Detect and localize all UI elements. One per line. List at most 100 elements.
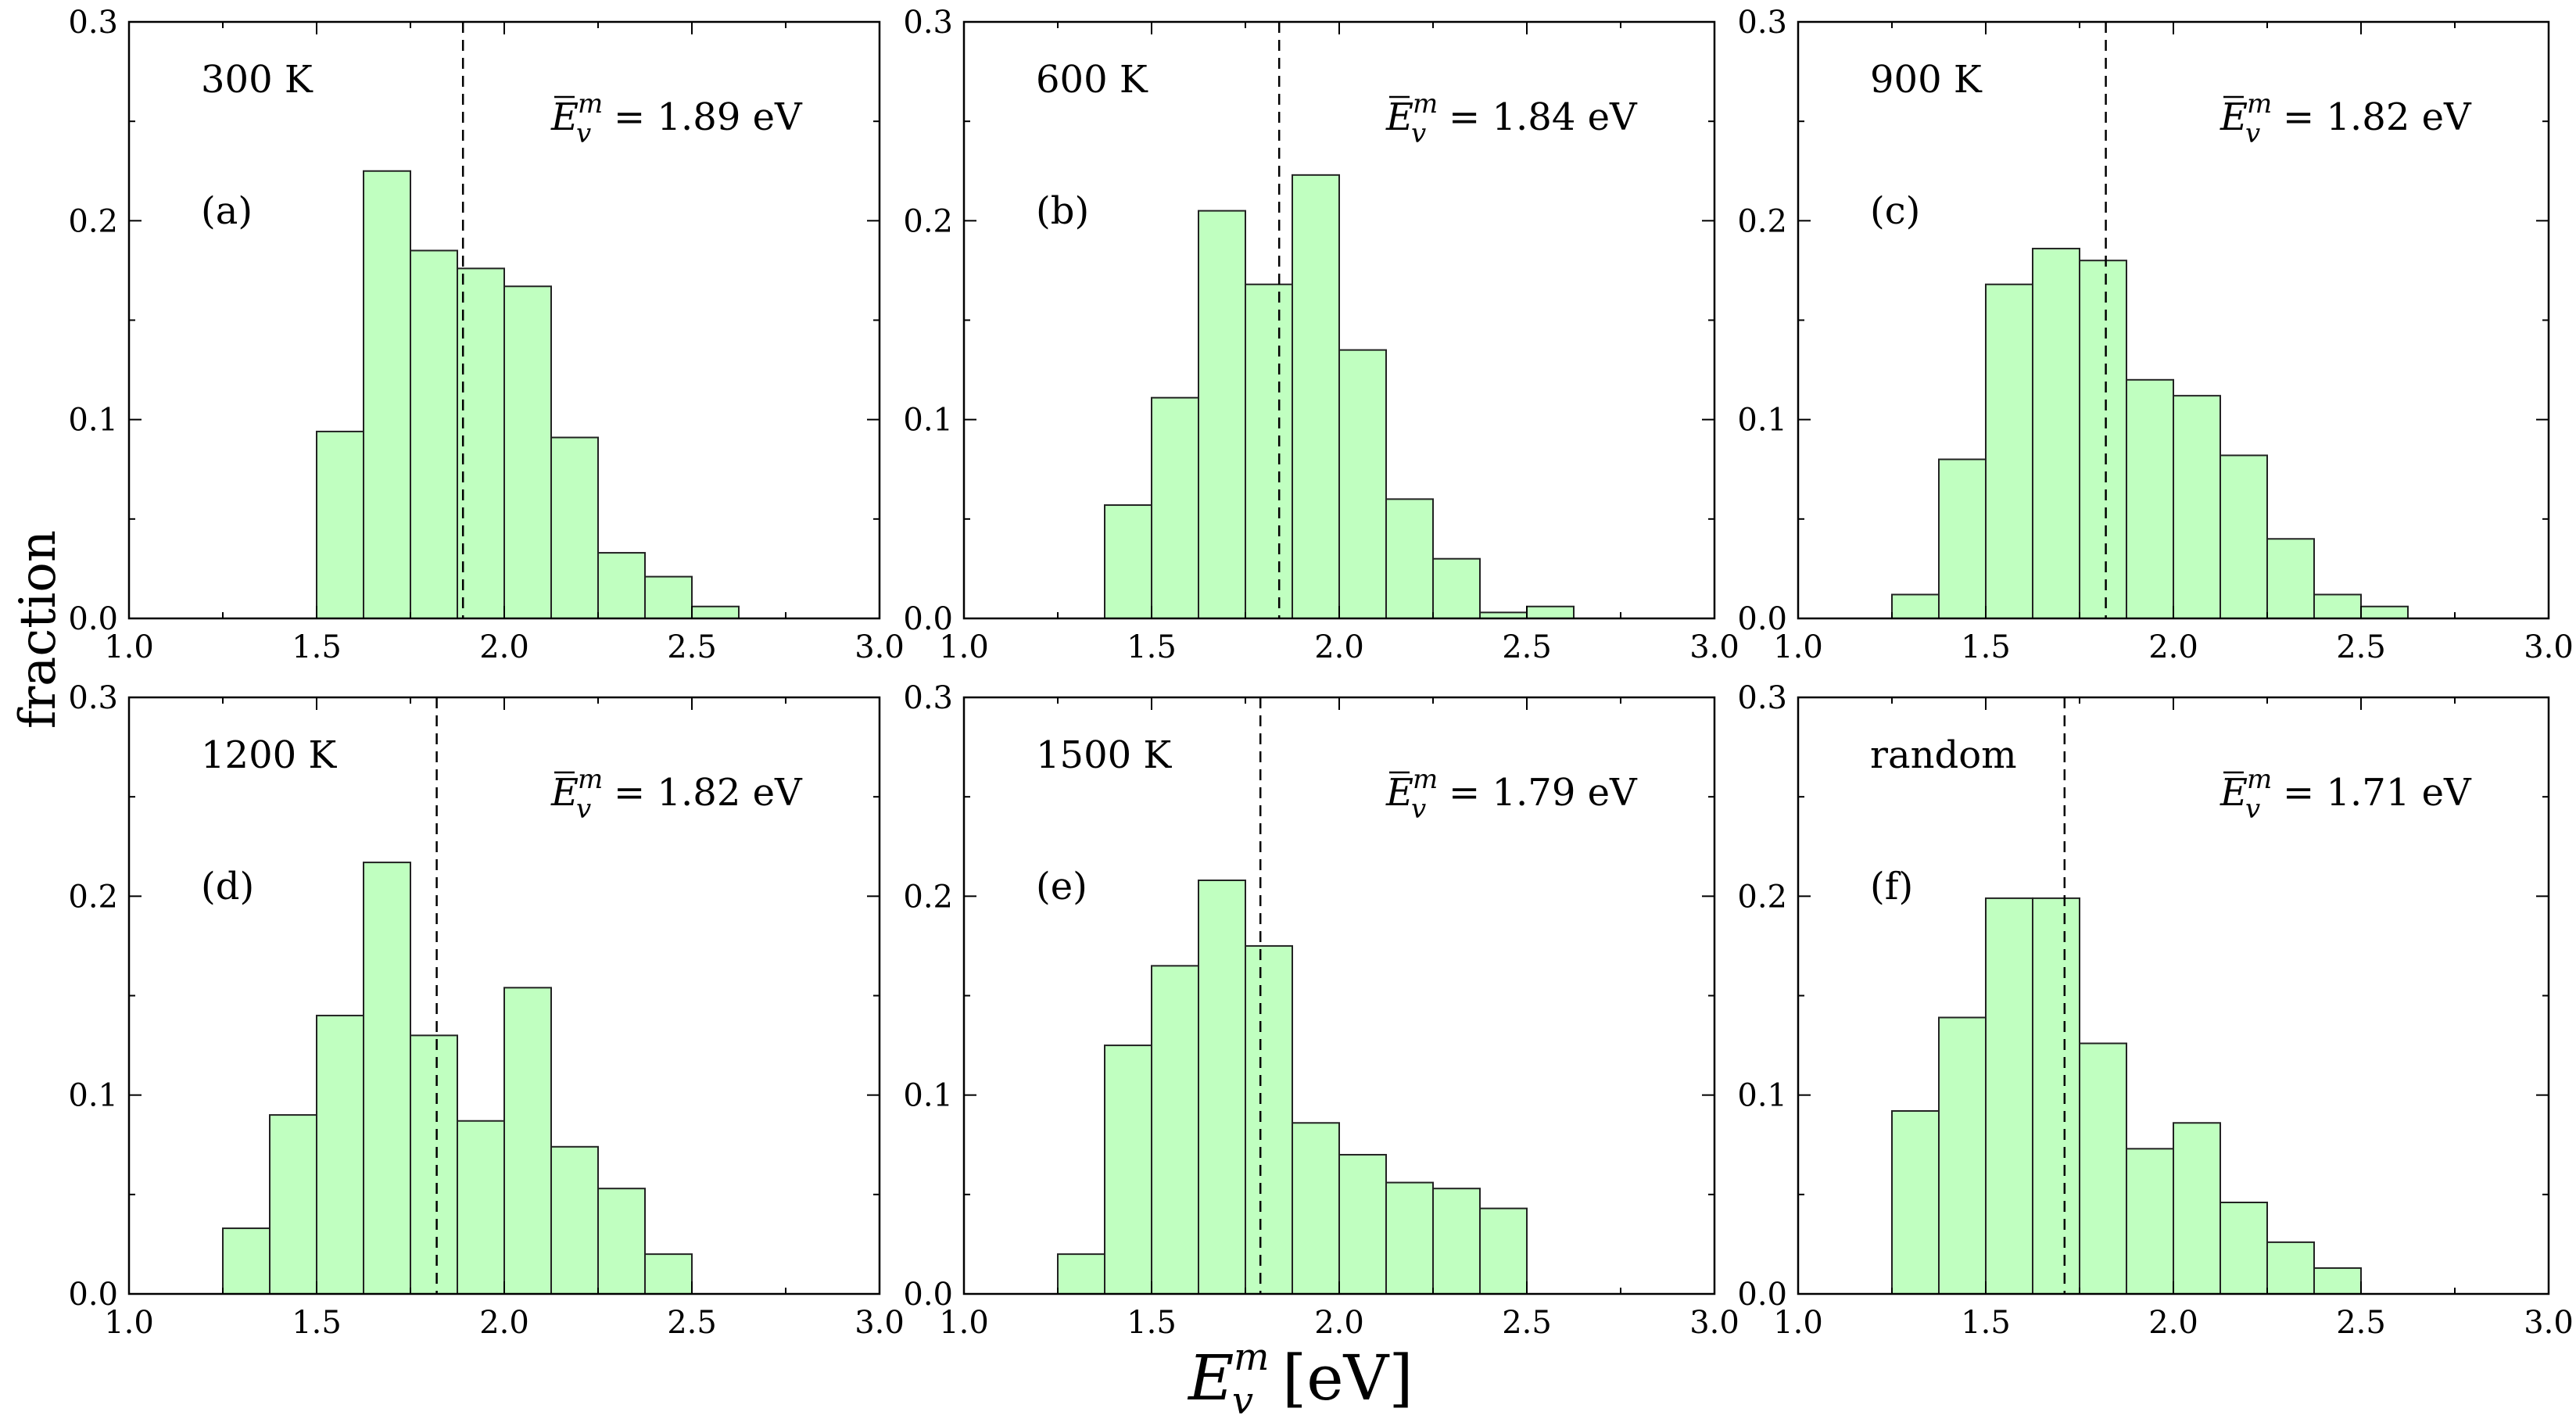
histogram-bar (1338, 1153, 1387, 1295)
x-tick-label: 1.5 (1961, 1305, 2011, 1341)
x-tick-label: 1.0 (104, 1305, 154, 1341)
y-tick-label: 0.0 (1737, 601, 1787, 637)
x-tick-label: 3.0 (2524, 629, 2574, 665)
histogram-bar (1198, 210, 1246, 620)
x-tick-label: 1.5 (292, 629, 342, 665)
histogram-bar (2032, 247, 2080, 619)
histogram-bar (2220, 1202, 2268, 1295)
histogram-bar (2126, 378, 2174, 619)
y-tick-label: 0.2 (68, 203, 118, 239)
y-tick-label: 0.1 (903, 1078, 953, 1114)
histogram-bar (2173, 395, 2221, 619)
y-tick-label: 0.0 (903, 1277, 953, 1313)
histogram-bar (644, 575, 693, 620)
histogram-bar (1891, 1110, 1940, 1295)
y-tick-label: 0.3 (68, 680, 118, 716)
histogram-bar (1338, 349, 1387, 619)
condition-label: 1500 K (1036, 733, 1172, 777)
x-tick-label: 1.0 (939, 629, 989, 665)
y-tick-label: 0.1 (68, 403, 118, 439)
histogram-bar (1057, 1253, 1105, 1295)
y-tick-label: 0.0 (903, 601, 953, 637)
mean-value: = 1.82 eV (2283, 95, 2472, 139)
y-tick-label: 0.3 (68, 5, 118, 41)
mean-symbol: E (2220, 95, 2248, 139)
x-tick-label: 1.5 (1127, 1305, 1177, 1341)
histogram-bar (457, 267, 505, 619)
mean-symbol: E (550, 95, 579, 139)
y-tick-label: 0.1 (1737, 1078, 1787, 1114)
condition-label: 300 K (201, 58, 313, 102)
histogram-bar (2079, 1042, 2127, 1295)
histogram-bar (1526, 605, 1575, 619)
histogram-bar (410, 249, 458, 619)
x-tick-label: 2.0 (2148, 629, 2198, 665)
panel-a: 1.0 1.5 2.0 2.5 3.0 0.0 0.1 0.2 0.3 300 K (a) Emv = … (68, 5, 904, 665)
y-tick-label: 0.2 (1737, 203, 1787, 239)
mean-superscript: m (2247, 764, 2272, 795)
x-axis-label-subscript: v (1232, 1379, 1253, 1419)
histogram-bar (1104, 1045, 1152, 1295)
histogram-bar (1245, 944, 1293, 1295)
mean-symbol: E (2220, 771, 2248, 815)
panel-letter: (f) (1870, 865, 1913, 908)
panel-c: 1.0 1.5 2.0 2.5 3.0 0.0 0.1 0.2 0.3 900 K (c) Emv = … (1737, 5, 2573, 665)
y-tick-label: 0.2 (903, 879, 953, 915)
x-tick-label: 1.0 (939, 1305, 989, 1341)
mean-symbol: E (1385, 771, 1413, 815)
y-tick-label: 0.0 (68, 601, 118, 637)
mean-value: = 1.84 eV (1449, 95, 1638, 139)
panel-letter: (c) (1870, 189, 1920, 233)
x-tick-label: 2.0 (2148, 1305, 2198, 1341)
x-tick-label: 2.0 (1314, 1305, 1364, 1341)
histogram-bar (1198, 879, 1246, 1295)
x-tick-label: 2.0 (479, 1305, 529, 1341)
histogram-bar (1891, 593, 1940, 619)
panel-letter: (e) (1036, 865, 1087, 908)
x-tick-label: 1.5 (292, 1305, 342, 1341)
histogram-bar (1385, 498, 1434, 620)
x-tick-label: 1.5 (1127, 629, 1177, 665)
histogram-bar (410, 1034, 458, 1295)
mean-annotation: Emv = 1.71 eV (2220, 764, 2472, 825)
mean-subscript: v (2245, 118, 2260, 149)
histogram-bar (597, 552, 646, 620)
mean-subscript: v (576, 794, 591, 825)
histogram-bar (691, 605, 740, 619)
panel-f: 1.0 1.5 2.0 2.5 3.0 0.0 0.1 0.2 0.3 random (f) Emv =… (1737, 680, 2573, 1341)
panel-letter: (d) (201, 865, 254, 908)
histogram-bar (2032, 897, 2080, 1295)
histogram-bar (363, 862, 411, 1295)
panel-letter: (a) (201, 189, 253, 233)
histogram-bar (1151, 396, 1199, 619)
histogram-bar (1245, 283, 1293, 619)
histogram-bar (1985, 283, 2033, 619)
histogram-bar (2220, 454, 2268, 619)
y-tick-label: 0.0 (1737, 1277, 1787, 1313)
y-tick-label: 0.2 (1737, 879, 1787, 915)
histogram-bar (2266, 538, 2315, 619)
y-tick-label: 0.1 (1737, 403, 1787, 439)
mean-value: = 1.89 eV (614, 95, 803, 139)
x-axis-label-unit: [eV] (1282, 1342, 1413, 1414)
histogram-bar (316, 1014, 364, 1295)
x-tick-label: 1.0 (1773, 1305, 1823, 1341)
histogram-bar (1292, 1122, 1340, 1295)
histogram-bar (550, 436, 599, 619)
histogram-bar (1104, 504, 1152, 620)
mean-annotation: Emv = 1.89 eV (550, 88, 803, 149)
y-tick-label: 0.3 (1737, 5, 1787, 41)
histogram-bar (269, 1114, 317, 1295)
y-tick-label: 0.1 (903, 403, 953, 439)
mean-symbol: E (1385, 95, 1413, 139)
histogram-bar (363, 170, 411, 619)
histogram-bar (222, 1227, 270, 1295)
histogram-bar (1985, 897, 2033, 1295)
histogram-bar (1385, 1181, 1434, 1295)
histogram-bar (1479, 1207, 1528, 1295)
x-tick-label: 2.0 (1314, 629, 1364, 665)
x-tick-label: 1.0 (104, 629, 154, 665)
mean-superscript: m (1413, 764, 1438, 795)
histogram-bar (503, 285, 552, 619)
